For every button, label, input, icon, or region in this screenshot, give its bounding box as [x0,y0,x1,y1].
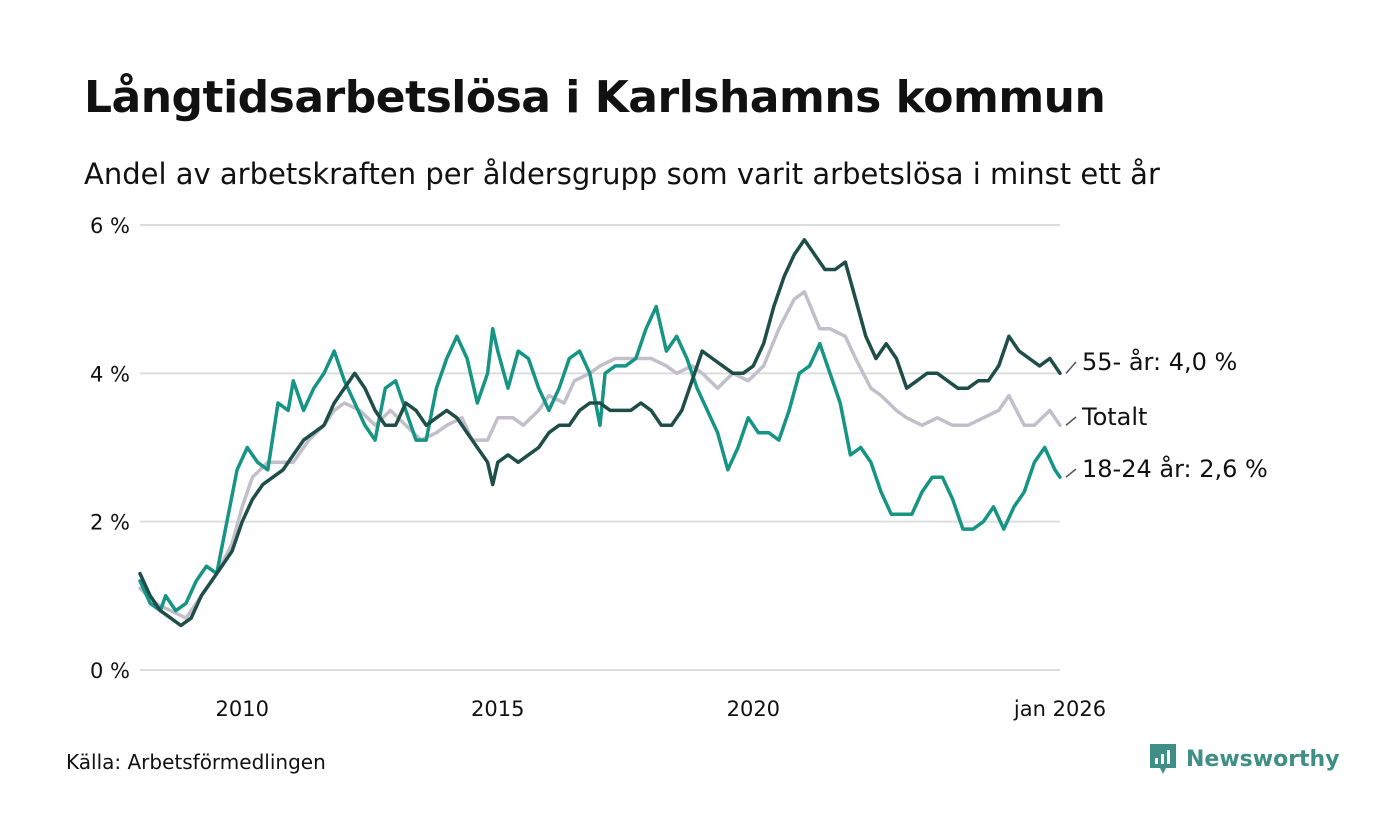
y-tick-label: 0 % [90,659,130,683]
end-label-leader [1065,361,1077,374]
end-label-leader [1065,468,1077,478]
series-end-label: 55- år: 4,0 % [1082,347,1237,376]
y-tick-label: 6 % [90,214,130,238]
chart-subtitle: Andel av arbetskraften per åldersgrupp s… [84,157,1160,191]
x-tick-label: 2015 [471,697,524,721]
x-tick-label: 2020 [727,697,780,721]
chart-title: Långtidsarbetslösa i Karlshamns kommun [84,72,1106,123]
brand-name: Newsworthy [1186,746,1340,772]
source-note: Källa: Arbetsförmedlingen [66,750,326,774]
series-end-label: Totalt [1081,403,1147,431]
series-end-labels: Totalt 18-24 år: 2,6 % 55- år: 4,0 % [1065,347,1268,483]
x-tick-label: 2010 [215,697,268,721]
y-axis-ticks: 0 % 2 % 4 % 6 % [90,214,130,683]
brand-logo[interactable]: Newsworthy [1148,742,1340,776]
y-tick-label: 4 % [90,362,130,386]
series-end-label: 18-24 år: 2,6 % [1082,454,1268,483]
series-line-2 [138,304,1062,613]
x-axis-ticks: 2010 2015 2020 jan 2026 [215,697,1106,721]
x-tick-label: jan 2026 [1013,697,1106,721]
series-line-1 [138,290,1062,620]
end-label-leader [1065,416,1077,426]
series-lines [138,238,1062,628]
series-line-3 [138,238,1062,628]
y-tick-label: 2 % [90,511,130,535]
gridlines [140,224,1060,671]
newsworthy-logo-icon [1150,744,1176,774]
